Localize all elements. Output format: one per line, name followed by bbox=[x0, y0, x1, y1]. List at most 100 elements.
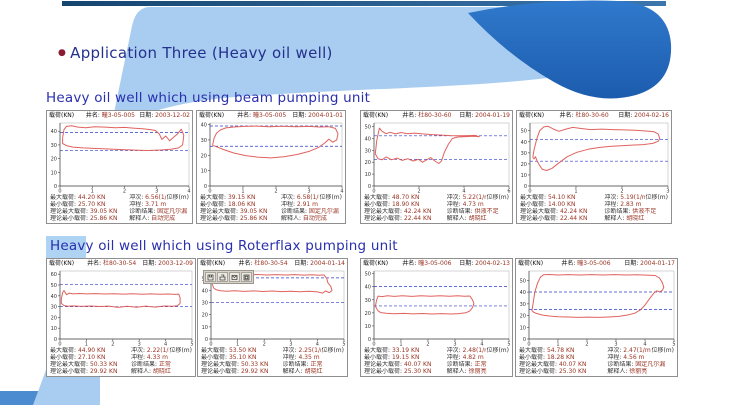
x-tick-label: 2 bbox=[426, 342, 429, 348]
header-crescent bbox=[468, 0, 672, 99]
diagnosis-value: 固定凡尔漏 bbox=[157, 208, 188, 215]
x-tick-label: 4 bbox=[164, 342, 167, 348]
diagnosis-label: 诊断结果: bbox=[130, 361, 159, 368]
x-tick-label: 4 bbox=[316, 342, 319, 348]
dyno-card-panel: 载荷(KN) 井名: 杜80-30-60 日期: 2004-02-16 50 40 30 2… bbox=[516, 110, 672, 224]
dyno-card-chart: 60 50 40 30 20 10 00 1 2 3 4 5 bbox=[51, 270, 194, 348]
stroke-frequency: 冲次: 6.58(1/min) bbox=[281, 194, 320, 201]
x-tick-label: 0 bbox=[208, 189, 211, 195]
displacement-axis-label: 位移(m) bbox=[321, 347, 344, 354]
theo-max-load-label: 理论最大载荷: bbox=[201, 361, 241, 368]
min-load-label: 最小载荷: bbox=[200, 201, 228, 208]
theo-min-load: 理论最小载荷: 25.86 KN bbox=[50, 215, 129, 222]
print-button[interactable] bbox=[217, 272, 228, 282]
interpreter-value: 徐丽亮 bbox=[468, 368, 487, 375]
well-name: 井名: 杜80-30-54 bbox=[238, 259, 294, 268]
footer-row: 最小载荷: 25.70 KN 冲程: 3.71 m bbox=[50, 201, 189, 208]
date-label: 日期: bbox=[294, 260, 311, 267]
footer-light-shape bbox=[33, 370, 100, 405]
theo-max-load: 理论最大载荷: 39.05 KN bbox=[200, 208, 281, 215]
max-load: 最大载荷: 54.10 KN bbox=[520, 194, 604, 201]
stroke-frequency-value: 2.47(1/min) bbox=[623, 347, 651, 354]
record-date: 日期: 2004-01-19 bbox=[459, 111, 510, 120]
mail-button[interactable] bbox=[229, 272, 240, 282]
y-tick-label: 20 bbox=[521, 162, 527, 168]
y-tick-label: 30 bbox=[201, 138, 207, 144]
preview-button[interactable] bbox=[241, 272, 252, 282]
y-tick-label: 0 bbox=[54, 337, 57, 343]
displacement-axis-label: 位移(m) bbox=[169, 347, 192, 354]
footer-row: 最小载荷: 27.10 KN 冲程: 4.33 m bbox=[50, 354, 192, 361]
load-unit-label: 载荷(KN) bbox=[49, 112, 75, 119]
y-tick-label: 40 bbox=[201, 123, 207, 129]
diagnosis-label: 诊断结果: bbox=[446, 361, 475, 368]
max-load-value: 33.19 KN bbox=[391, 347, 420, 354]
stroke-length-label: 冲程: bbox=[130, 354, 147, 361]
max-load-label: 最大载荷: bbox=[50, 194, 78, 201]
x-tick-label: 0 bbox=[372, 342, 375, 348]
stroke-length-label: 冲程: bbox=[280, 201, 297, 208]
theo-min-load-value: 29.92 KN bbox=[89, 368, 118, 375]
theo-max-load-value: 50.33 KN bbox=[89, 361, 118, 368]
well-name-value: 疃3-05-006 bbox=[418, 260, 452, 267]
diagnosis-value: 供液不足 bbox=[632, 208, 657, 215]
dyno-card-panel: 载荷(KN) 井名: 疃3-05-006 日期: 2004-01-17 50 40 30 2… bbox=[515, 258, 678, 377]
min-load-value: 25.70 KN bbox=[77, 201, 106, 208]
min-load: 最小载荷: 18.28 KN bbox=[519, 354, 607, 361]
top-band bbox=[62, 1, 666, 6]
panel-header: 载荷(KN) 井名: 杜80-30-54 日期: 2003-12-09 bbox=[47, 259, 195, 268]
save-button[interactable] bbox=[205, 272, 216, 282]
date-label: 日期: bbox=[459, 260, 476, 267]
interpreter: 解释人: 自动完成 bbox=[281, 215, 342, 222]
y-tick-label: 0 bbox=[204, 184, 207, 190]
x-tick-label: 0 bbox=[528, 189, 531, 195]
record-date: 日期: 2004-02-16 bbox=[618, 111, 669, 120]
date-label: 日期: bbox=[459, 112, 476, 119]
max-load-value: 48.70 KN bbox=[391, 194, 420, 201]
min-load: 最小载荷: 19.15 KN bbox=[364, 354, 447, 361]
min-load: 最小载荷: 35.10 KN bbox=[201, 354, 283, 361]
stroke-length: 冲程: 4.82 m bbox=[447, 354, 509, 361]
theo-max-load-label: 理论最大载荷: bbox=[364, 361, 404, 368]
y-tick-label: 10 bbox=[520, 325, 526, 331]
x-tick-label: 3 bbox=[289, 342, 292, 348]
stroke-frequency-value: 2.22(1/min) bbox=[146, 347, 170, 354]
stroke-length: 冲程: 3.71 m bbox=[129, 201, 189, 208]
diagnosis-value: 固定凡尔漏 bbox=[635, 361, 666, 368]
panel-header: 载荷(KN) 井名: 疃3-05-006 日期: 2004-02-13 bbox=[361, 259, 512, 268]
dyno-card-panel: 载荷(KN) 井名: 疃3-05-005 日期: 2003-12-02 40 30 20 1… bbox=[46, 110, 193, 224]
y-tick-label: 0 bbox=[523, 337, 526, 343]
displacement-axis-label: 位移(m) bbox=[166, 194, 189, 201]
date-label: 日期: bbox=[292, 112, 309, 119]
y-tick-label: 0 bbox=[205, 337, 208, 343]
date-label: 日期: bbox=[618, 112, 635, 119]
interpreter-label: 解释人: bbox=[280, 215, 303, 222]
max-load-label: 最大载荷: bbox=[519, 347, 547, 354]
theo-max-load-label: 理论最大载荷: bbox=[364, 208, 404, 215]
stroke-length-label: 冲程: bbox=[446, 201, 463, 208]
x-tick-label: 1 bbox=[556, 342, 559, 348]
y-tick-label: 0 bbox=[368, 337, 371, 343]
plot-border bbox=[209, 122, 343, 187]
diagnosis: 诊断结果: 固定凡尔漏 bbox=[607, 361, 674, 368]
min-load: 最小载荷: 18.90 KN bbox=[364, 201, 447, 208]
record-date: 日期: 2003-12-09 bbox=[142, 259, 193, 268]
well-name-label: 井名: bbox=[402, 112, 419, 119]
load-unit-label: 载荷(KN) bbox=[49, 260, 75, 267]
interpreter-label: 解释人: bbox=[130, 368, 153, 375]
x-tick-label: 3 bbox=[307, 189, 310, 195]
displacement-axis-label: 位移(m) bbox=[486, 347, 509, 354]
min-load-label: 最小载荷: bbox=[520, 201, 548, 208]
record-date: 日期: 2004-01-14 bbox=[294, 259, 345, 268]
stroke-length: 冲程: 4.56 m bbox=[607, 354, 674, 361]
stroke-length-value: 3.71 m bbox=[145, 201, 167, 208]
stroke-frequency-label: 冲次: bbox=[129, 194, 146, 201]
min-load: 最小载荷: 18.06 KN bbox=[200, 201, 281, 208]
diagnosis: 诊断结果: 正常 bbox=[283, 361, 345, 368]
date-value: 2004-01-19 bbox=[475, 112, 510, 119]
date-label: 日期: bbox=[624, 260, 641, 267]
y-tick-label: 0 bbox=[54, 184, 57, 190]
